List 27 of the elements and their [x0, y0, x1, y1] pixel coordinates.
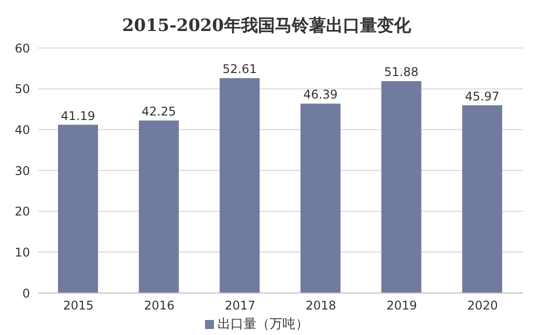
x-tick-label: 2015 — [63, 298, 94, 313]
bar — [462, 105, 502, 293]
data-label: 41.19 — [60, 108, 96, 123]
data-label: 52.61 — [222, 62, 257, 76]
x-tick-label: 2017 — [224, 298, 256, 313]
data-label: 51.88 — [384, 65, 419, 80]
data-label: 45.97 — [464, 89, 500, 104]
y-tick-label: 20 — [14, 204, 30, 219]
y-tick-label: 60 — [14, 41, 30, 56]
x-tick-label: 2018 — [306, 298, 336, 313]
legend-label: 出口量（万吨） — [218, 317, 308, 332]
bar — [138, 120, 179, 293]
bar — [381, 81, 422, 293]
x-tick-label: 2016 — [144, 298, 175, 313]
bar — [220, 78, 260, 293]
x-tick-label: 2019 — [386, 298, 418, 313]
bar — [58, 124, 98, 293]
data-label: 42.25 — [142, 104, 176, 118]
y-tick-label: 30 — [14, 164, 30, 178]
y-tick-label: 10 — [14, 245, 30, 260]
chart-title: 2015-2020年我国马铃薯出口量变化 — [121, 15, 412, 38]
x-tick-label: 2020 — [467, 298, 498, 313]
data-label: 46.39 — [303, 88, 338, 102]
y-tick-label: 50 — [14, 82, 30, 96]
bar — [300, 104, 340, 293]
y-tick-label: 0 — [22, 286, 30, 300]
y-tick-label: 40 — [14, 122, 30, 137]
